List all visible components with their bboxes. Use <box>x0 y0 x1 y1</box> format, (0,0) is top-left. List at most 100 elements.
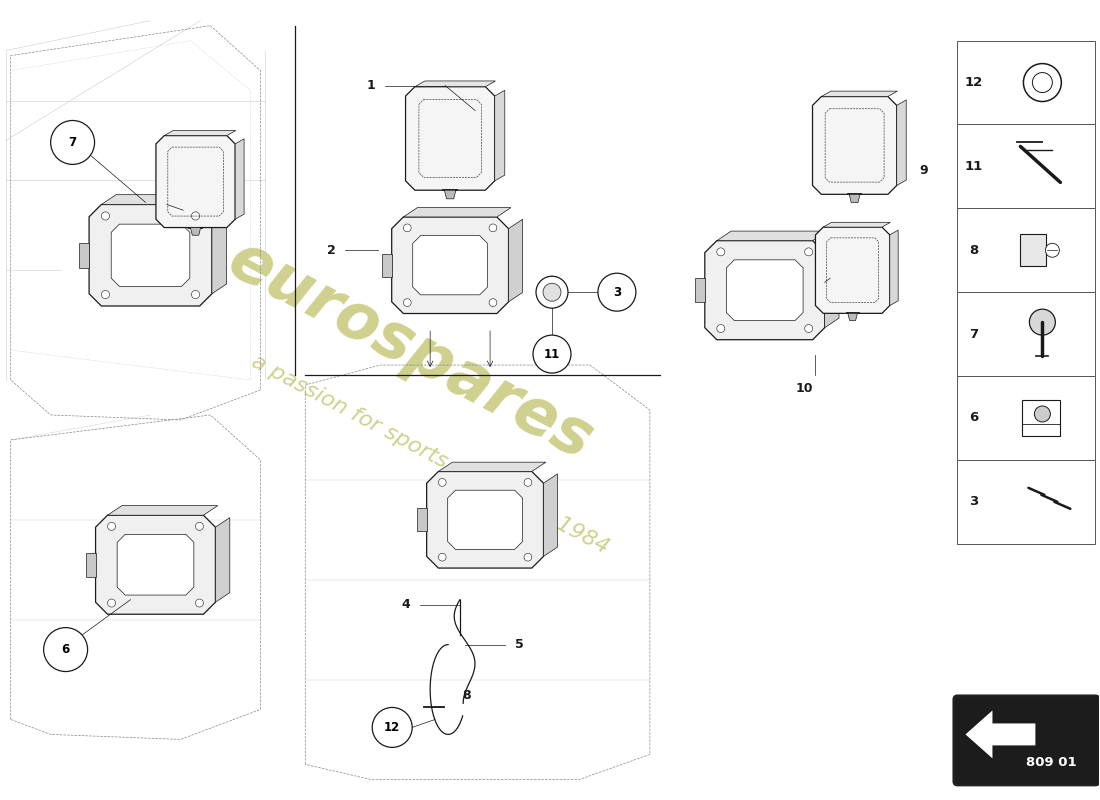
Circle shape <box>534 335 571 373</box>
Text: 6: 6 <box>969 411 978 425</box>
Text: 7: 7 <box>969 328 978 341</box>
Bar <box>957 125 1096 208</box>
Polygon shape <box>896 100 906 186</box>
Text: 3: 3 <box>613 286 621 298</box>
Circle shape <box>191 212 199 220</box>
Circle shape <box>108 522 115 530</box>
Circle shape <box>543 283 561 301</box>
Text: 7: 7 <box>68 136 77 149</box>
Polygon shape <box>415 81 495 86</box>
Circle shape <box>191 290 199 298</box>
Text: 11: 11 <box>965 160 982 173</box>
Polygon shape <box>705 241 825 340</box>
Circle shape <box>438 554 447 561</box>
Polygon shape <box>96 515 216 614</box>
Circle shape <box>51 121 95 165</box>
Polygon shape <box>444 190 455 199</box>
Polygon shape <box>89 205 212 306</box>
Text: 11: 11 <box>543 347 560 361</box>
Polygon shape <box>508 219 522 302</box>
Polygon shape <box>890 230 899 306</box>
Polygon shape <box>212 207 227 294</box>
Bar <box>1022 400 1060 436</box>
Polygon shape <box>406 86 495 190</box>
Circle shape <box>108 599 115 607</box>
Text: 809 01: 809 01 <box>1026 756 1077 770</box>
Polygon shape <box>726 260 803 321</box>
Polygon shape <box>695 278 705 302</box>
Polygon shape <box>164 130 235 136</box>
Text: eurospares: eurospares <box>218 228 603 472</box>
Bar <box>957 460 1096 544</box>
Polygon shape <box>815 227 890 314</box>
Text: 12: 12 <box>384 721 400 734</box>
Polygon shape <box>813 97 896 194</box>
Circle shape <box>536 276 568 308</box>
Polygon shape <box>495 90 505 181</box>
Circle shape <box>404 298 411 306</box>
Circle shape <box>101 290 110 298</box>
Polygon shape <box>108 506 218 515</box>
Bar <box>957 292 1096 376</box>
Circle shape <box>101 212 110 220</box>
Polygon shape <box>235 139 244 219</box>
Circle shape <box>805 248 813 256</box>
Circle shape <box>805 325 813 333</box>
Polygon shape <box>438 462 546 471</box>
Bar <box>957 376 1096 460</box>
Bar <box>1021 234 1046 266</box>
Circle shape <box>490 224 497 232</box>
Text: a passion for sports cars since 1984: a passion for sports cars since 1984 <box>249 352 613 558</box>
Polygon shape <box>101 194 214 205</box>
Circle shape <box>598 274 636 311</box>
Circle shape <box>196 522 204 530</box>
Text: 6: 6 <box>62 643 69 656</box>
Polygon shape <box>448 490 522 550</box>
Text: 5: 5 <box>515 638 524 651</box>
Circle shape <box>1030 309 1055 335</box>
Polygon shape <box>412 236 487 295</box>
FancyBboxPatch shape <box>954 695 1099 786</box>
Polygon shape <box>383 254 392 277</box>
Text: 12: 12 <box>965 76 982 89</box>
Text: 1: 1 <box>366 79 375 92</box>
Text: 2: 2 <box>327 244 336 257</box>
Circle shape <box>372 707 412 747</box>
Text: 10: 10 <box>796 382 813 394</box>
Circle shape <box>44 628 88 671</box>
Polygon shape <box>717 231 827 241</box>
Polygon shape <box>190 227 200 235</box>
Circle shape <box>524 554 531 561</box>
Circle shape <box>1034 406 1050 422</box>
Text: 3: 3 <box>969 495 978 508</box>
Bar <box>957 41 1096 125</box>
Polygon shape <box>156 136 235 227</box>
Polygon shape <box>849 194 860 202</box>
Circle shape <box>438 478 447 486</box>
Text: 4: 4 <box>402 598 410 611</box>
Polygon shape <box>392 217 508 314</box>
Polygon shape <box>111 224 190 286</box>
Polygon shape <box>417 508 427 531</box>
Circle shape <box>717 325 725 333</box>
Polygon shape <box>848 314 857 321</box>
Circle shape <box>196 599 204 607</box>
Polygon shape <box>823 222 890 227</box>
Polygon shape <box>822 91 898 97</box>
Polygon shape <box>825 243 839 328</box>
Bar <box>957 208 1096 292</box>
Polygon shape <box>966 710 1035 758</box>
Polygon shape <box>79 243 89 267</box>
Text: 8: 8 <box>969 244 978 257</box>
Text: 8: 8 <box>462 689 471 702</box>
Polygon shape <box>543 474 558 556</box>
Polygon shape <box>404 208 510 217</box>
Polygon shape <box>427 471 543 568</box>
Circle shape <box>490 298 497 306</box>
Text: 9: 9 <box>920 164 928 177</box>
Polygon shape <box>216 518 230 602</box>
Polygon shape <box>117 534 194 595</box>
Circle shape <box>524 478 531 486</box>
Circle shape <box>1045 243 1059 258</box>
Circle shape <box>717 248 725 256</box>
